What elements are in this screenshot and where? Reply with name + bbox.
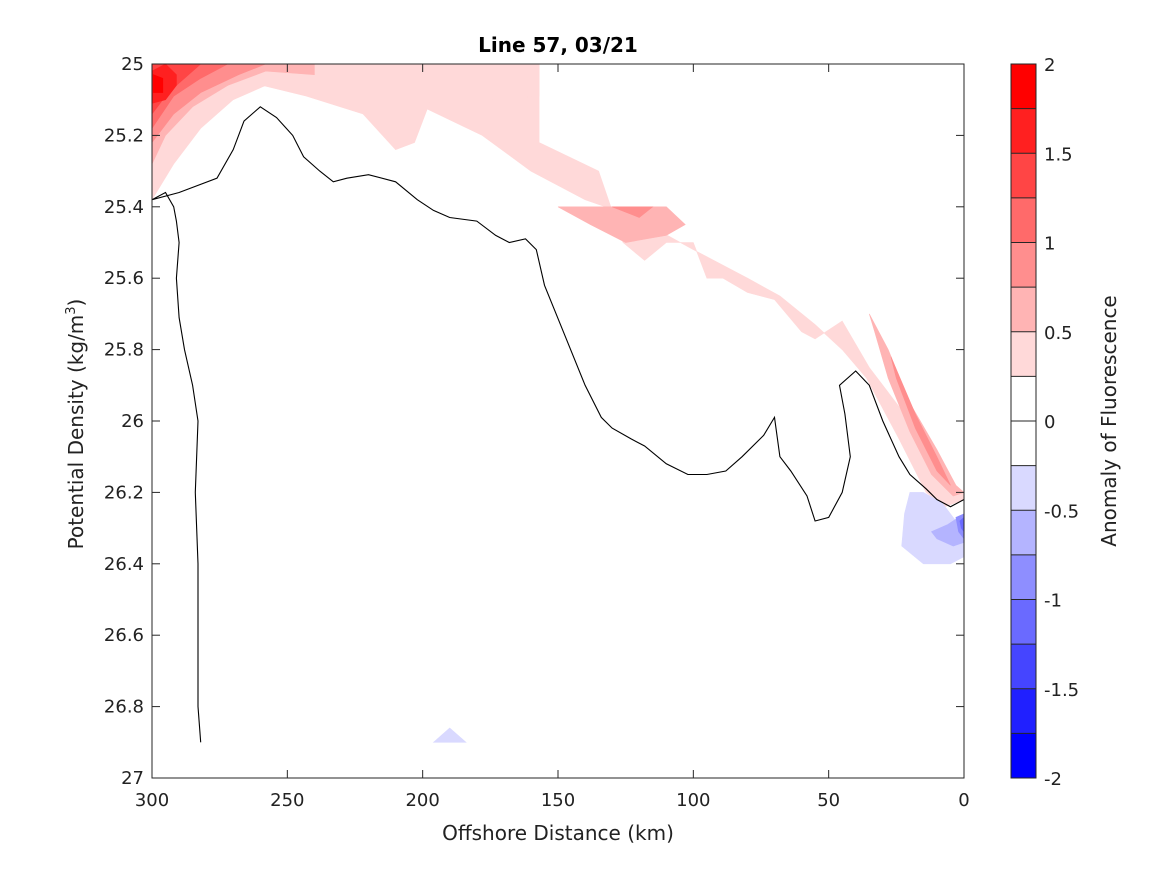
contour-region-10 [152, 64, 177, 104]
colorbar-bin-13 [1011, 644, 1036, 689]
colorbar-bin-8 [1011, 421, 1036, 466]
colorbar-frame [1010, 63, 1037, 779]
x-tick-label-3: 150 [541, 790, 575, 811]
colorbar-label: Anomaly of Fluorescence [1097, 295, 1121, 546]
y-tick-label-8: 26.6 [104, 625, 144, 646]
colorbar-tick-label-8: -2 [1044, 769, 1062, 790]
y-tick-label-6: 26.2 [104, 482, 144, 503]
x-tick-label-2: 200 [405, 790, 439, 811]
x-axis-ticks: 300 250 200 150 100 50 0 [135, 64, 970, 811]
colorbar-bin-0 [1011, 64, 1036, 109]
colorbar-bin-2 [1011, 153, 1036, 198]
contour-region-11 [153, 74, 164, 93]
y-tick-label-5: 26 [121, 411, 144, 432]
colorbar-tick-label-0: 2 [1044, 55, 1055, 76]
y-tick-label-1: 25.2 [104, 125, 144, 146]
x-tick-label-1: 250 [270, 790, 304, 811]
y-tick-label-10: 27 [121, 768, 144, 789]
y-tick-label-3: 25.6 [104, 268, 144, 289]
x-tick-label-6: 0 [958, 790, 969, 811]
x-tick-label-4: 100 [676, 790, 710, 811]
contour-region-3 [557, 206, 686, 243]
colorbar-tick-label-4: 0 [1044, 412, 1055, 433]
zero-contour-line [152, 106, 964, 743]
colorbar-bin-1 [1011, 108, 1036, 154]
y-axis-title-superscript: 3 [64, 306, 79, 314]
colorbar-bin-10 [1011, 510, 1036, 555]
y-tick-label-7: 26.4 [104, 554, 144, 575]
colorbar-bin-12 [1011, 599, 1036, 645]
colorbar-bin-15 [1011, 733, 1036, 778]
contour-fill-regions [152, 64, 964, 743]
contour-region-15 [959, 517, 964, 533]
colorbar-tick-label-5: -0.5 [1044, 501, 1079, 522]
y-axis-title-close: ) [64, 299, 88, 307]
y-tick-label-9: 26.8 [104, 697, 144, 718]
colorbar-tick-label-2: 1 [1044, 234, 1055, 255]
colorbar-bin-6 [1011, 331, 1036, 377]
contour-region-7 [890, 356, 951, 486]
colorbar-bin-14 [1011, 688, 1036, 734]
colorbar-ticks: 2 1.5 1 0.5 0 -0.5 -1 -1.5 -2 [1044, 55, 1079, 790]
y-axis-title: Potential Density (kg/m3) [64, 299, 88, 550]
colorbar-bin-3 [1011, 197, 1036, 243]
x-tick-label-5: 50 [817, 790, 840, 811]
contour-region-13 [931, 517, 964, 547]
colorbar-tick-label-1: 1.5 [1044, 144, 1073, 165]
x-tick-label-0: 300 [135, 790, 169, 811]
colorbar-bin-9 [1011, 465, 1036, 511]
y-tick-label-0: 25 [121, 54, 144, 75]
colorbar-tick-label-3: 0.5 [1044, 323, 1073, 344]
colorbar-tick-label-7: -1.5 [1044, 680, 1079, 701]
y-tick-label-4: 25.8 [104, 340, 144, 361]
colorbar-tick-label-6: -1 [1044, 591, 1062, 612]
chart-title: Line 57, 03/21 [478, 33, 638, 57]
colorbar-bin-11 [1011, 554, 1036, 600]
colorbar-bin-4 [1011, 242, 1036, 288]
y-axis-title-main: Potential Density (kg/m [64, 315, 88, 550]
colorbar-bin-5 [1011, 287, 1036, 332]
colorbar [1011, 64, 1036, 778]
colorbar-bin-7 [1011, 376, 1036, 421]
y-tick-label-2: 25.4 [104, 197, 144, 218]
x-axis-title: Offshore Distance (km) [442, 821, 674, 845]
zero-contour-line-group [152, 106, 964, 743]
contour-region-16 [432, 727, 467, 743]
y-axis-ticks: 25 25.2 25.4 25.6 25.8 26 26.2 26.4 26.6 26.8 27 [104, 54, 964, 789]
contour-region-12 [901, 492, 964, 565]
contour-region-6 [611, 206, 654, 218]
